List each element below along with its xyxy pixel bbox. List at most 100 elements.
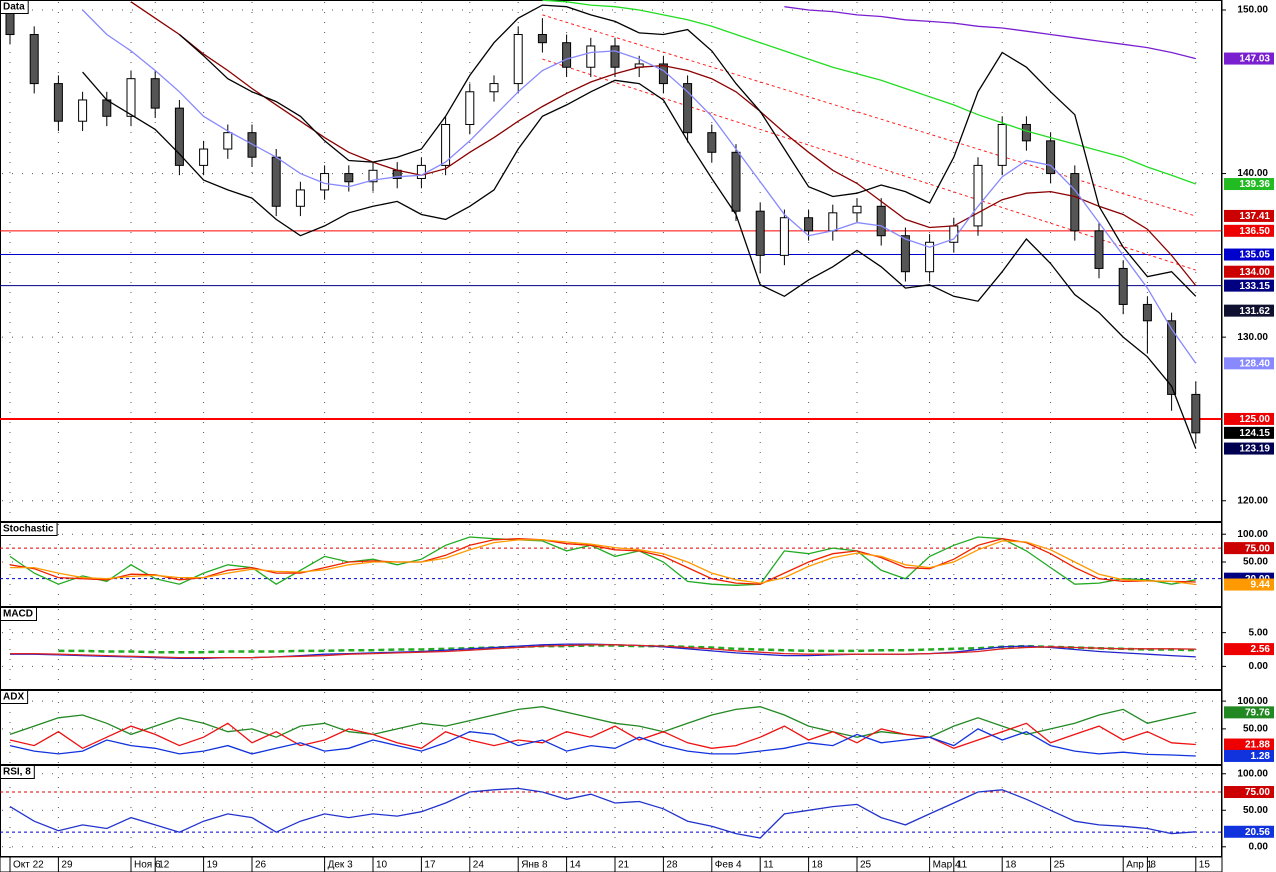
y-tick-label: 0.00 — [1249, 661, 1269, 672]
y-tick-label: 100.00 — [1237, 696, 1268, 707]
price-marker-label: 131.62 — [1239, 306, 1270, 317]
candle-body — [150, 78, 160, 109]
panel-title-box — [0, 522, 58, 536]
series-line — [9, 706, 1196, 738]
candle-body — [973, 164, 983, 227]
x-tick-label: Фев 4 — [715, 860, 742, 871]
panel — [0, 0, 1222, 522]
y-tick-label: 100.00 — [1237, 529, 1268, 540]
y-tick-label: 50.00 — [1243, 805, 1268, 816]
price-marker-label: 124.15 — [1239, 428, 1270, 439]
y-tick-label: 150.00 — [1237, 5, 1268, 16]
candle-body — [562, 42, 572, 68]
series-line — [82, 71, 1197, 449]
price-marker-label: 135.05 — [1239, 250, 1270, 261]
x-tick-label: 10 — [376, 860, 388, 871]
y-tick-label: 0.00 — [1249, 841, 1269, 852]
x-tick-label: 29 — [61, 860, 73, 871]
x-tick-label: Янв 8 — [521, 860, 548, 871]
panel-title-box — [0, 607, 37, 621]
price-marker-label: 9.44 — [1251, 580, 1271, 591]
price-marker-label: 1.28 — [1251, 751, 1271, 762]
series-line — [10, 644, 1196, 659]
x-tick-label: 12 — [158, 860, 170, 871]
y-tick-label: 5.00 — [1249, 627, 1269, 638]
price-marker — [1224, 248, 1274, 261]
price-marker-label: 125.00 — [1239, 414, 1270, 425]
price-marker-label: 147.03 — [1239, 54, 1270, 65]
price-marker — [1224, 224, 1274, 237]
candle-body — [876, 205, 886, 237]
candle-body — [1142, 303, 1152, 322]
price-marker-label: 134.00 — [1239, 267, 1270, 278]
y-tick-label: 130.00 — [1237, 332, 1268, 343]
x-tick-label: 21 — [618, 860, 630, 871]
series-line — [9, 722, 1196, 750]
trend-line — [542, 58, 1196, 271]
x-tick-label: 18 — [812, 860, 824, 871]
price-marker — [1224, 643, 1274, 656]
y-tick-label: 140.00 — [1237, 168, 1268, 179]
panel-title-box — [0, 765, 35, 779]
price-marker-label: 75.00 — [1245, 543, 1270, 554]
series-line — [542, 0, 1197, 185]
price-marker-label: 75.00 — [1245, 787, 1270, 798]
series-line — [784, 6, 1196, 60]
candle-body — [997, 123, 1007, 166]
price-marker-label: 123.19 — [1239, 444, 1270, 455]
price-marker — [1224, 357, 1274, 370]
panel-title: Stochastic — [3, 524, 54, 535]
x-tick-label: 11 — [763, 860, 774, 871]
price-marker — [1224, 178, 1274, 191]
candle-body — [223, 132, 233, 150]
candle-body — [489, 83, 499, 93]
panel-title-box — [0, 0, 29, 14]
x-tick-label: 8 — [1150, 860, 1156, 871]
candle-body — [707, 132, 717, 153]
candle-body — [1118, 267, 1128, 305]
x-tick-label: 28 — [666, 860, 678, 871]
price-marker-label: 139.36 — [1239, 179, 1270, 190]
candle-body — [441, 123, 451, 166]
candle-body — [610, 45, 620, 68]
candle-body — [199, 148, 209, 166]
candle-body — [78, 99, 88, 122]
price-marker — [1224, 304, 1274, 317]
x-tick-label: 25 — [860, 860, 872, 871]
x-axis — [0, 856, 1223, 872]
panel-title: MACD — [3, 609, 33, 620]
price-marker — [1224, 578, 1274, 591]
candle-body — [755, 210, 765, 256]
series-line — [10, 539, 1196, 586]
series-line — [82, 9, 1197, 364]
series-line — [9, 728, 1196, 757]
series-line — [130, 1, 1197, 287]
x-tick-label: 19 — [207, 860, 219, 871]
x-tick-label: 11 — [957, 860, 968, 871]
price-marker-label: 79.76 — [1245, 707, 1270, 718]
candle-body — [586, 45, 596, 68]
panel — [0, 765, 1222, 857]
y-tick-label: 120.00 — [1237, 495, 1268, 506]
candle-body — [537, 34, 547, 44]
price-marker — [1224, 749, 1274, 762]
price-marker-label: 136.50 — [1239, 226, 1270, 237]
candle-body — [1094, 230, 1104, 269]
candle-body — [368, 169, 378, 183]
price-marker — [1224, 542, 1274, 555]
price-marker-label: 137.41 — [1239, 211, 1270, 222]
x-tick-label: 24 — [473, 860, 485, 871]
series-line — [178, 4, 1197, 297]
x-tick-label: Дек 3 — [328, 860, 353, 871]
candle-body — [29, 34, 39, 85]
y-tick-label: 50.00 — [1243, 724, 1268, 735]
price-marker — [1224, 412, 1274, 425]
candle-body — [925, 241, 935, 273]
panel-title: RSI, 8 — [3, 767, 31, 778]
panel-title: ADX — [3, 692, 24, 703]
x-tick-label: Апр 1 — [1126, 860, 1152, 871]
panel — [0, 607, 1222, 690]
candle-body — [271, 156, 281, 207]
price-marker — [1224, 52, 1274, 65]
